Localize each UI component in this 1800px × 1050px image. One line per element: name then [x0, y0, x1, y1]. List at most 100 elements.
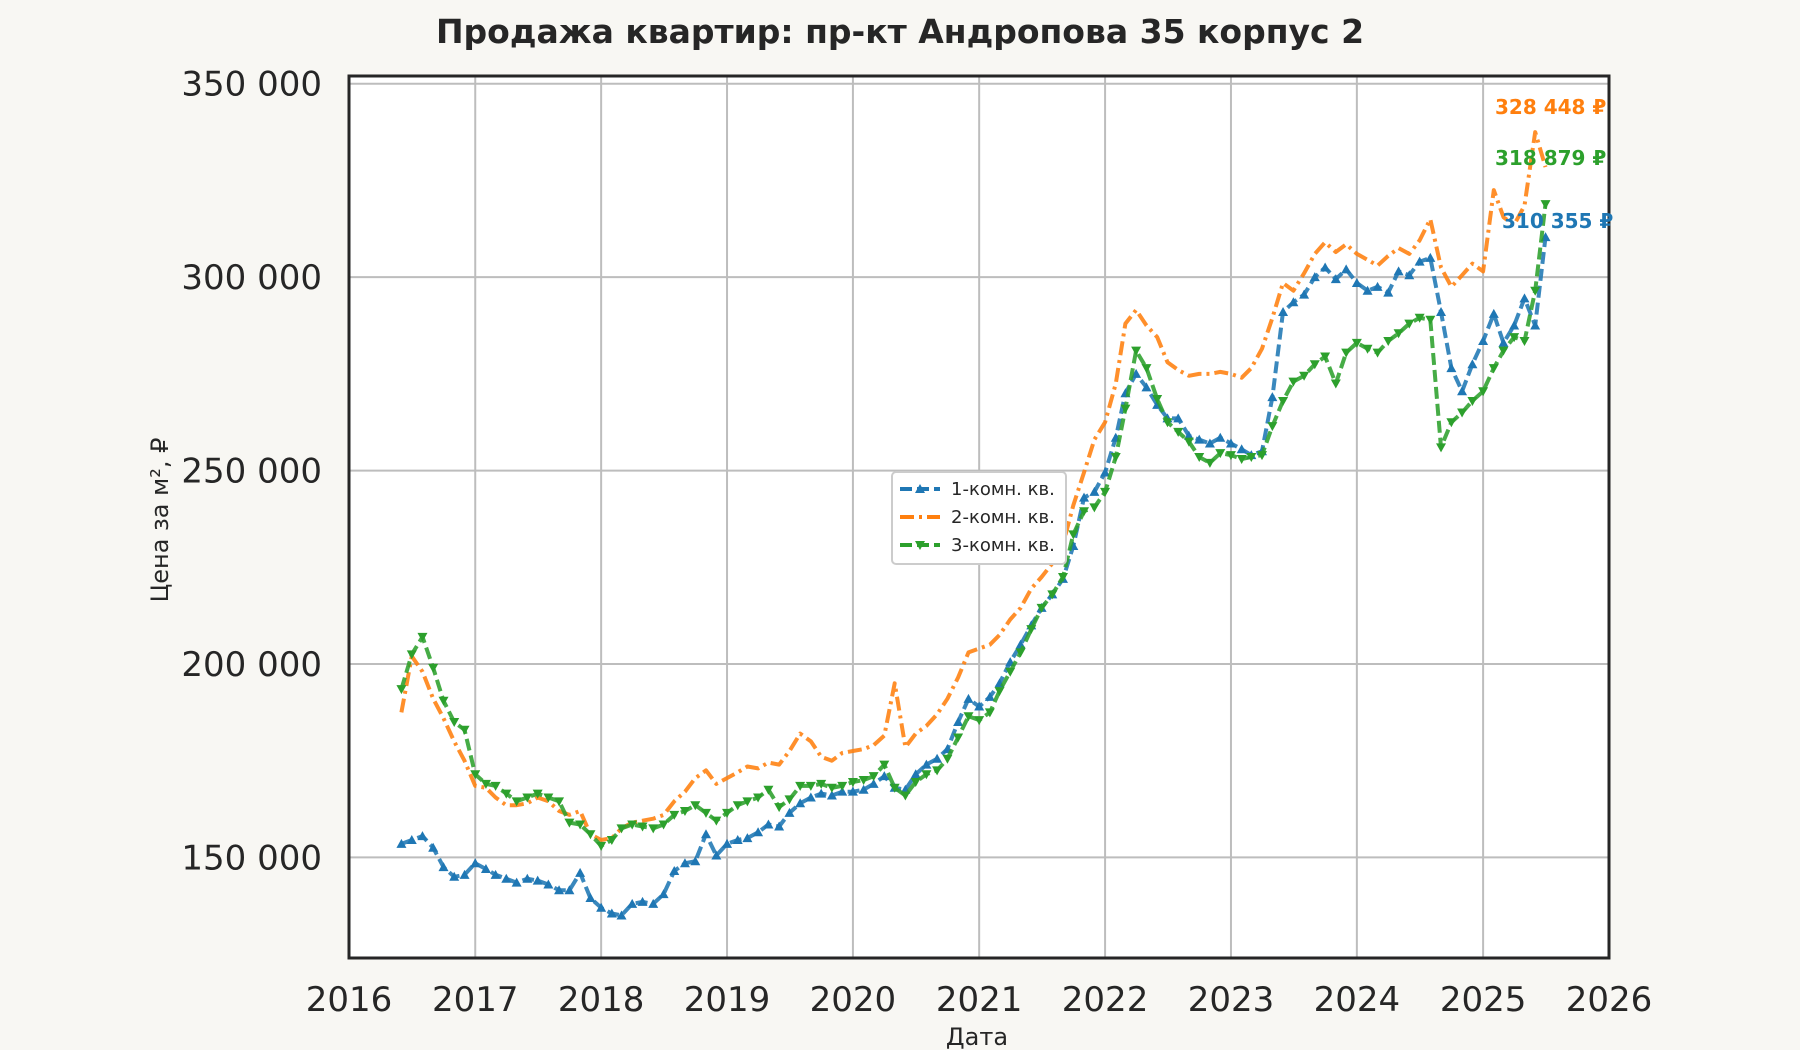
data-point — [1100, 487, 1111, 497]
data-point — [1131, 368, 1142, 378]
data-point — [1330, 379, 1341, 389]
data-point — [984, 691, 995, 701]
data-point — [805, 792, 816, 802]
data-point — [1236, 454, 1247, 464]
x-tick-label: 2019 — [684, 980, 771, 1020]
x-axis-label: Дата — [946, 1023, 1008, 1050]
data-point — [1351, 277, 1362, 287]
data-point — [1225, 451, 1236, 461]
data-point — [974, 701, 985, 711]
data-point — [575, 867, 586, 877]
data-point — [1383, 336, 1394, 346]
y-tick-label: 200 000 — [181, 645, 322, 685]
data-point — [406, 835, 417, 845]
data-point — [1457, 386, 1468, 396]
series-line — [400, 236, 1548, 918]
data-point — [1194, 434, 1205, 444]
data-point — [1246, 453, 1257, 463]
data-point — [564, 885, 575, 895]
data-point — [910, 769, 921, 779]
legend: 1-комн. кв. 2-комн. кв. 3-комн. кв. — [891, 471, 1067, 565]
data-point — [1341, 348, 1352, 358]
data-point — [1141, 382, 1152, 392]
data-point — [1183, 437, 1194, 447]
end-value-label: 310 355 ₽ — [1502, 209, 1613, 233]
data-point — [847, 777, 858, 787]
data-point — [711, 850, 722, 860]
data-point — [1026, 625, 1037, 635]
data-point — [1309, 360, 1320, 370]
data-point — [1162, 418, 1173, 428]
x-tick-label: 2025 — [1440, 980, 1527, 1020]
data-point — [1079, 507, 1090, 517]
data-point — [501, 789, 512, 799]
data-point — [795, 781, 806, 791]
x-tick-label: 2026 — [1566, 980, 1653, 1020]
data-point — [637, 896, 648, 906]
data-point — [679, 858, 690, 868]
data-point — [889, 783, 900, 793]
data-point — [1372, 281, 1383, 291]
legend-marker — [915, 484, 925, 493]
data-point — [627, 820, 638, 830]
data-point — [1488, 308, 1499, 318]
data-point — [1236, 444, 1247, 454]
data-point — [784, 807, 795, 817]
data-point — [774, 821, 785, 831]
data-point — [438, 862, 449, 872]
data-point — [490, 781, 501, 791]
legend-marker — [915, 541, 925, 550]
data-point — [711, 816, 722, 826]
data-point — [763, 785, 774, 795]
data-point — [606, 908, 617, 918]
data-point — [942, 754, 953, 764]
data-point — [816, 788, 827, 798]
data-point — [1036, 603, 1047, 613]
data-point — [932, 753, 943, 763]
x-tick-label: 2023 — [1188, 980, 1275, 1020]
data-point — [1498, 337, 1509, 347]
data-point — [1215, 449, 1226, 459]
data-point — [585, 893, 596, 903]
data-point — [1362, 285, 1373, 295]
data-point — [753, 793, 764, 803]
data-point — [1467, 359, 1478, 369]
data-point — [658, 889, 669, 899]
data-point — [847, 786, 858, 796]
y-tick-label: 350 000 — [181, 65, 322, 105]
data-point — [700, 808, 711, 818]
data-point — [627, 898, 638, 908]
chart-title: Продажа квартир: пр-кт Андропова 35 корп… — [436, 12, 1364, 51]
data-point — [648, 898, 659, 908]
data-point — [879, 760, 890, 770]
plot-frame — [347, 74, 1611, 960]
data-point — [1457, 408, 1468, 418]
data-point — [1509, 333, 1520, 343]
legend-label: 1-комн. кв. — [951, 479, 1055, 500]
data-point — [1478, 387, 1489, 397]
data-point — [742, 833, 753, 843]
data-point — [596, 841, 607, 851]
data-point — [648, 824, 659, 834]
legend-box — [891, 471, 1067, 565]
data-point — [532, 875, 543, 885]
data-point — [1330, 274, 1341, 284]
x-tick-label: 2020 — [810, 980, 897, 1020]
data-point — [816, 779, 827, 789]
data-point — [585, 830, 596, 840]
data-point — [1372, 348, 1383, 358]
data-point — [921, 759, 932, 769]
data-point — [1047, 590, 1058, 600]
data-point — [438, 696, 449, 706]
data-point — [753, 827, 764, 837]
data-point — [921, 770, 932, 780]
data-point — [406, 650, 417, 660]
data-point — [700, 829, 711, 839]
data-point — [1278, 396, 1289, 406]
data-point — [784, 795, 795, 805]
data-point — [1120, 404, 1131, 414]
data-point — [1288, 297, 1299, 307]
data-point — [1320, 262, 1331, 272]
data-point — [1173, 413, 1184, 423]
data-point — [428, 663, 439, 673]
